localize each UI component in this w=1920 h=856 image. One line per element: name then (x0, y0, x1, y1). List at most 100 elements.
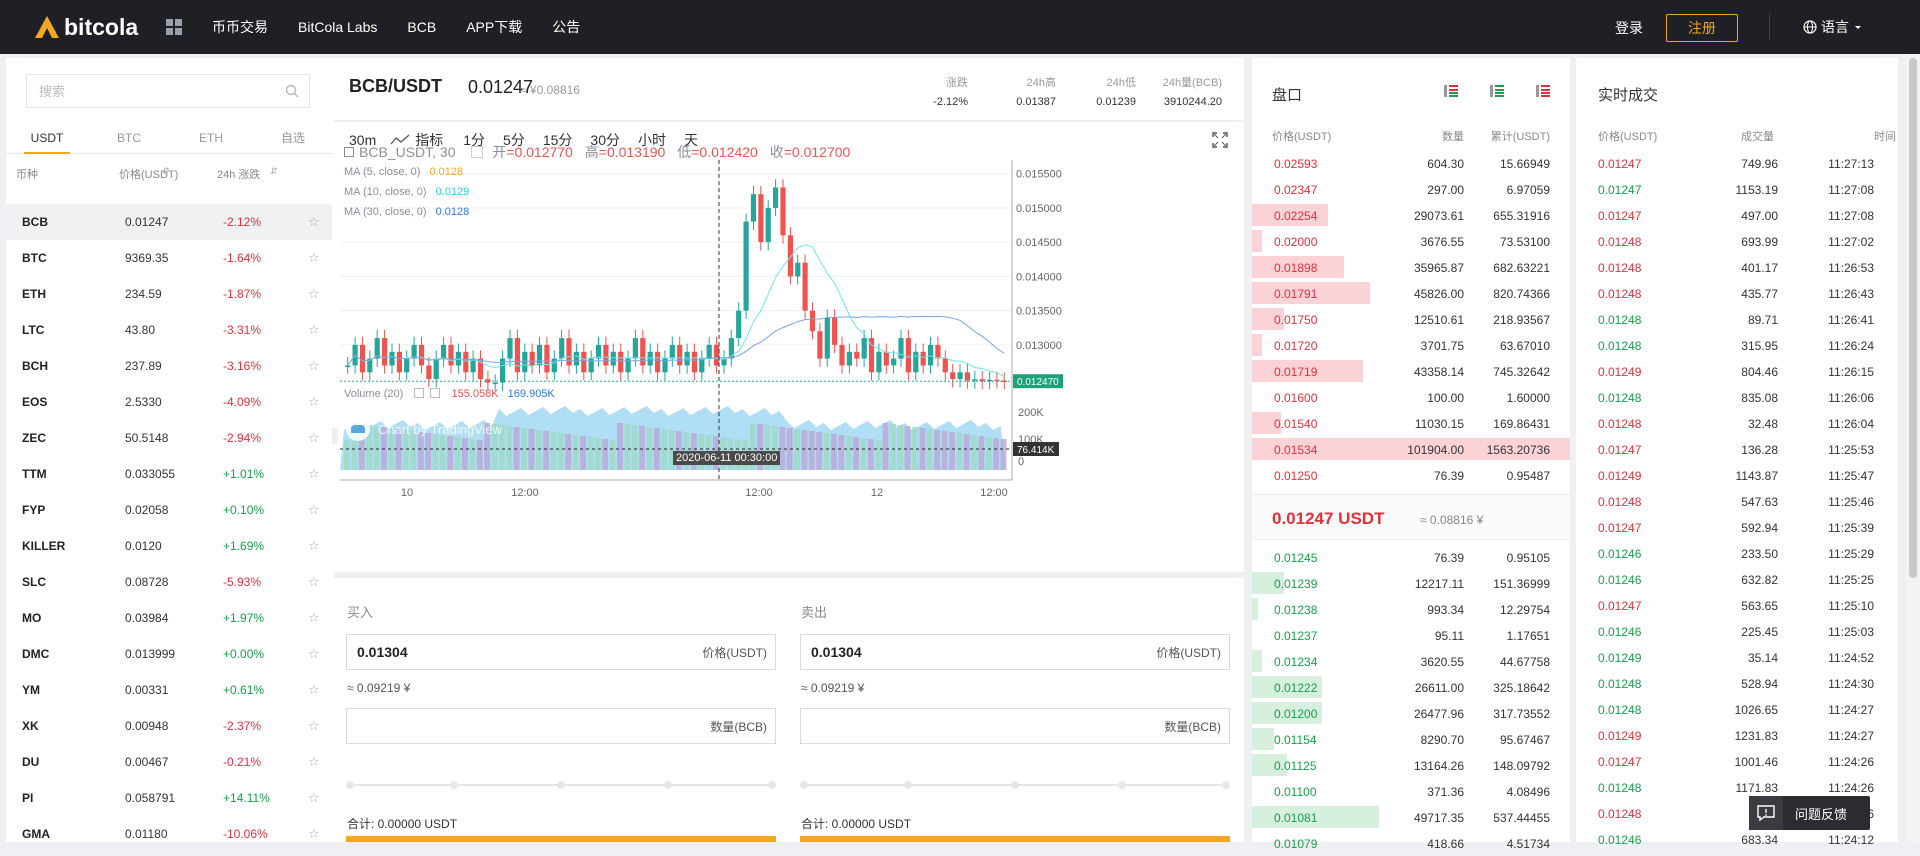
bid-row[interactable]: 0.01079 418.66 4.51734 (1252, 830, 1570, 856)
sell-qty-input[interactable]: 数量(BCB) (800, 708, 1230, 744)
star-icon[interactable]: ☆ (308, 322, 320, 337)
market-row[interactable]: PI 0.058791 +14.11% ☆ (6, 780, 334, 816)
nav-item-bcb[interactable]: BCB (407, 19, 437, 35)
market-row[interactable]: TTM 0.033055 +1.01% ☆ (6, 456, 334, 492)
feedback-button[interactable]: 问题反馈 (1749, 796, 1870, 830)
market-row[interactable]: YM 0.00331 +0.61% ☆ (6, 672, 334, 708)
star-icon[interactable]: ☆ (308, 358, 320, 373)
sort-icon[interactable]: ⇵ (162, 166, 170, 176)
interval-hour[interactable]: 小时 (637, 132, 666, 148)
tab-eth[interactable]: ETH (199, 131, 223, 145)
interval-15m[interactable]: 15分 (542, 132, 573, 148)
market-row[interactable]: GMA 0.01180 -10.06% ☆ (6, 816, 334, 852)
register-button[interactable]: 注册 (1666, 14, 1738, 42)
ask-row[interactable]: 0.01540 11030.15 169.86431 (1252, 410, 1570, 436)
star-icon[interactable]: ☆ (308, 574, 320, 589)
sell-amount-slider[interactable] (800, 778, 1230, 792)
login-link[interactable]: 登录 (1615, 20, 1643, 36)
orderbook-both-icon[interactable] (1444, 84, 1458, 98)
market-row[interactable]: DU 0.00467 -0.21% ☆ (6, 744, 334, 780)
ask-row[interactable]: 0.01750 12510.61 218.93567 (1252, 306, 1570, 332)
col-price[interactable]: 价格(USDT) (119, 169, 179, 181)
interval-30m[interactable]: 30m (349, 132, 377, 148)
apps-grid-icon[interactable] (166, 19, 182, 35)
ask-row[interactable]: 0.01791 45826.00 820.74366 (1252, 280, 1570, 306)
ask-row[interactable]: 0.01898 35965.87 682.63221 (1252, 254, 1570, 280)
close-icon[interactable] (430, 388, 441, 398)
bid-row[interactable]: 0.01222 26611.00 325.18642 (1252, 674, 1570, 700)
col-change[interactable]: 24h 涨跌 (217, 169, 261, 181)
ask-row[interactable]: 0.01600 100.00 1.60000 (1252, 384, 1570, 410)
interval-30m-tab[interactable]: 30分 (590, 132, 620, 148)
star-icon[interactable]: ☆ (308, 394, 320, 409)
language-menu[interactable]: 语言 (1803, 17, 1867, 37)
market-row[interactable]: KILLER 0.0120 +1.69% ☆ (6, 528, 334, 564)
interval-5m[interactable]: 5分 (503, 132, 525, 148)
fullscreen-icon[interactable] (1212, 132, 1228, 148)
sell-price-input[interactable]: 0.01304 价格(USDT) (800, 634, 1230, 670)
market-row[interactable]: XK 0.00948 -2.37% ☆ (6, 708, 334, 744)
page-scrollbar[interactable] (1906, 54, 1920, 842)
ask-row[interactable]: 0.01534 101904.00 1563.20736 (1252, 436, 1570, 462)
tab-usdt[interactable]: USDT (6, 122, 88, 154)
nav-item-spot[interactable]: 币币交易 (212, 19, 268, 35)
market-row[interactable]: BTC 9369.35 -1.64% ☆ (6, 240, 334, 276)
interval-day[interactable]: 天 (683, 132, 698, 148)
price-chart[interactable]: 0.015500 0.015000 0.014500 0.014000 0.013500… (332, 160, 1244, 572)
star-icon[interactable]: ☆ (308, 250, 320, 265)
ask-row[interactable]: 0.02593 604.30 15.66949 (1252, 150, 1570, 176)
star-icon[interactable]: ☆ (308, 826, 320, 841)
market-row[interactable]: EOS 2.5330 -4.09% ☆ (6, 384, 334, 420)
market-row[interactable]: DMC 0.013999 +0.00% ☆ (6, 636, 334, 672)
scrollbar-thumb[interactable] (1909, 58, 1917, 578)
star-icon[interactable]: ☆ (308, 646, 320, 661)
star-icon[interactable]: ☆ (308, 682, 320, 697)
nav-item-labs[interactable]: BitCola Labs (298, 19, 378, 35)
market-row[interactable]: ETH 234.59 -1.87% ☆ (6, 276, 334, 312)
market-row[interactable]: BCH 237.89 -3.16% ☆ (6, 348, 334, 384)
search-icon[interactable] (285, 84, 299, 98)
indicators-button[interactable]: 指标 (415, 132, 444, 148)
orderbook-bids-icon[interactable] (1490, 84, 1504, 98)
brand-logo[interactable]: bitcola (34, 12, 138, 42)
sell-button[interactable] (800, 836, 1230, 842)
ask-row[interactable]: 0.01719 43358.14 745.32642 (1252, 358, 1570, 384)
bid-row[interactable]: 0.01100 371.36 4.08496 (1252, 778, 1570, 804)
buy-button[interactable] (346, 836, 776, 842)
nav-item-notice[interactable]: 公告 (552, 19, 581, 35)
indicator-icon[interactable] (390, 134, 410, 146)
pane-collapse-handle[interactable] (332, 428, 338, 444)
buy-price-input[interactable]: 0.01304 价格(USDT) (346, 634, 776, 670)
market-search-input[interactable] (27, 75, 267, 107)
tab-btc[interactable]: BTC (117, 131, 141, 145)
buy-amount-slider[interactable] (346, 778, 776, 792)
market-row[interactable]: SLC 0.08728 -5.93% ☆ (6, 564, 334, 600)
star-icon[interactable]: ☆ (308, 466, 320, 481)
bid-row[interactable]: 0.01237 95.11 1.17651 (1252, 622, 1570, 648)
star-icon[interactable]: ☆ (308, 286, 320, 301)
settings-icon[interactable] (414, 388, 425, 398)
star-icon[interactable]: ☆ (308, 790, 320, 805)
star-icon[interactable]: ☆ (308, 718, 320, 733)
bid-row[interactable]: 0.01081 49717.35 537.44455 (1252, 804, 1570, 830)
star-icon[interactable]: ☆ (308, 538, 320, 553)
star-icon[interactable]: ☆ (308, 610, 320, 625)
bid-row[interactable]: 0.01200 26477.96 317.73552 (1252, 700, 1570, 726)
bid-row[interactable]: 0.01245 76.39 0.95105 (1252, 544, 1570, 570)
market-row[interactable]: MO 0.03984 +1.97% ☆ (6, 600, 334, 636)
market-row[interactable]: LTC 43.80 -3.31% ☆ (6, 312, 334, 348)
star-icon[interactable]: ☆ (308, 430, 320, 445)
bid-row[interactable]: 0.01154 8290.70 95.67467 (1252, 726, 1570, 752)
market-row[interactable]: BCB 0.01247 -2.12% ☆ (6, 204, 334, 240)
bid-row[interactable]: 0.01234 3620.55 44.67758 (1252, 648, 1570, 674)
interval-1m[interactable]: 1分 (463, 132, 486, 148)
market-row[interactable]: FYP 0.02058 +0.10% ☆ (6, 492, 334, 528)
bid-row[interactable]: 0.01125 13164.26 148.09792 (1252, 752, 1570, 778)
star-icon[interactable]: ☆ (308, 502, 320, 517)
star-icon[interactable]: ☆ (308, 754, 320, 769)
ask-row[interactable]: 0.02000 3676.55 73.53100 (1252, 228, 1570, 254)
ask-row[interactable]: 0.02254 29073.61 655.31916 (1252, 202, 1570, 228)
sort-icon[interactable]: ⇵ (270, 166, 278, 176)
bid-row[interactable]: 0.01238 993.34 12.29754 (1252, 596, 1570, 622)
market-row[interactable]: ZEC 50.5148 -2.94% ☆ (6, 420, 334, 456)
